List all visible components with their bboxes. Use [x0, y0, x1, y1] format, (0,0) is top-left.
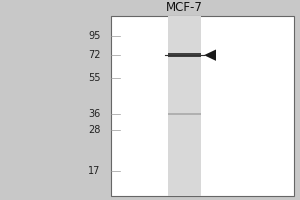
Text: 17: 17	[88, 166, 100, 176]
Bar	[168, 16, 201, 196]
Text: 55: 55	[88, 73, 100, 83]
Polygon shape	[204, 49, 216, 61]
Text: 95: 95	[88, 31, 100, 41]
Bar	[111, 16, 294, 196]
Text: 28: 28	[88, 125, 100, 135]
Text: MCF-7: MCF-7	[166, 1, 203, 14]
Bar	[168, 53, 201, 57]
Text: 36: 36	[88, 109, 100, 119]
Bar	[168, 113, 201, 115]
Text: 72: 72	[88, 50, 100, 60]
